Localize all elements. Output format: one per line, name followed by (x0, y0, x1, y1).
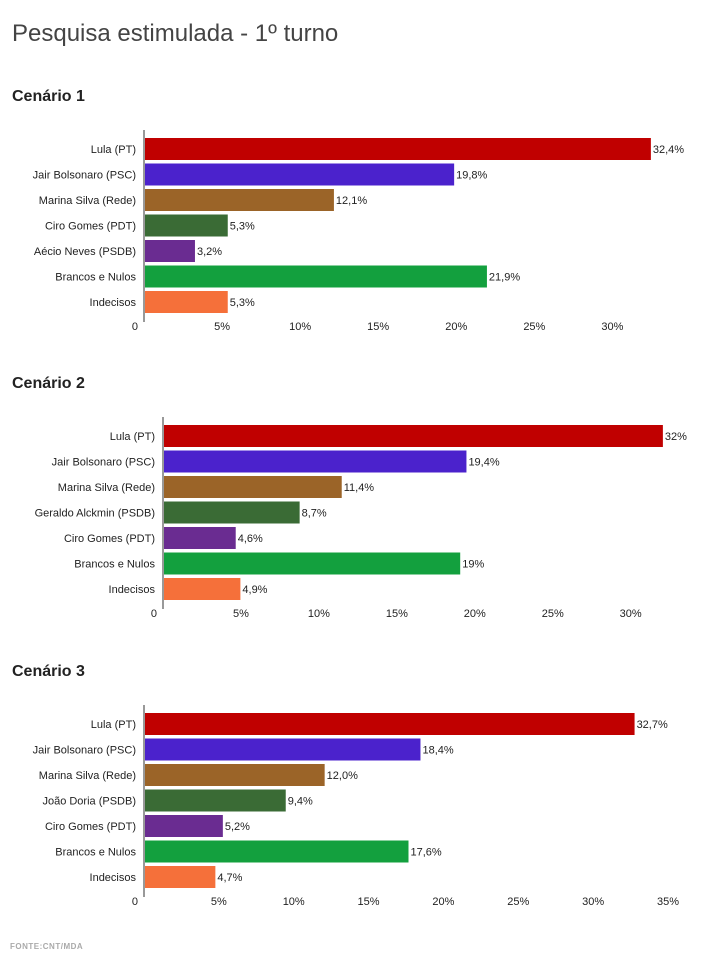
tick-label: 25% (507, 896, 529, 908)
tick-label: 35% (657, 896, 679, 908)
data-label: 5,2% (225, 821, 250, 833)
scenario-1-title: Cenário 1 (12, 88, 85, 105)
category-label: Indecisos (90, 297, 137, 309)
tick-label: 20% (464, 608, 486, 620)
data-label: 32% (665, 431, 687, 443)
data-label: 19% (462, 559, 484, 571)
bar (145, 214, 228, 237)
tick-label: 30% (620, 608, 642, 620)
bar (145, 866, 216, 888)
bar (164, 578, 241, 600)
tick-label: 0 (151, 608, 157, 620)
category-label: Ciro Gomes (PDT) (45, 221, 136, 233)
bar (164, 476, 342, 498)
tick-label: 20% (432, 896, 454, 908)
data-label: 17,6% (410, 847, 441, 859)
scenario-3-chart: Lula (PT) 32,7% Jair Bolsonaro (PSC) 18,4% M… (33, 705, 679, 908)
bar (164, 425, 663, 447)
data-label: 11,4% (344, 482, 375, 494)
tick-label: 25% (523, 321, 545, 333)
bar (164, 501, 300, 524)
scenario-3-title: Cenário 3 (12, 663, 85, 680)
data-label: 21,9% (489, 272, 520, 284)
bar (145, 764, 325, 786)
bar (145, 789, 286, 812)
data-label: 4,9% (242, 584, 267, 596)
category-label: Jair Bolsonaro (PSC) (33, 745, 136, 757)
data-label: 19,4% (468, 457, 499, 469)
category-label: Marina Silva (Rede) (39, 770, 136, 782)
tick-label: 15% (386, 608, 408, 620)
category-label: Indecisos (109, 584, 156, 596)
category-label: Brancos e Nulos (55, 847, 136, 859)
category-label: Lula (PT) (91, 144, 136, 156)
bar (164, 552, 461, 575)
bar (145, 291, 228, 313)
category-label: Marina Silva (Rede) (39, 195, 136, 207)
tick-label: 5% (211, 896, 227, 908)
bar (145, 240, 195, 262)
data-label: 18,4% (422, 745, 453, 757)
page-title: Pesquisa estimulada - 1º turno (12, 20, 339, 47)
data-label: 32,7% (637, 719, 668, 731)
category-label: Brancos e Nulos (74, 559, 155, 571)
tick-label: 0 (132, 321, 138, 333)
data-label: 3,2% (197, 246, 222, 258)
bar (145, 163, 455, 186)
data-label: 9,4% (288, 796, 313, 808)
data-label: 19,8% (456, 170, 487, 182)
category-label: Ciro Gomes (PDT) (64, 533, 155, 545)
bar (145, 738, 421, 761)
tick-label: 15% (358, 896, 380, 908)
tick-label: 5% (233, 608, 249, 620)
category-label: Marina Silva (Rede) (58, 482, 155, 494)
category-label: Aécio Neves (PSDB) (34, 246, 136, 258)
category-label: Geraldo Alckmin (PSDB) (35, 508, 155, 520)
data-label: 4,7% (217, 872, 242, 884)
tick-label: 10% (283, 896, 305, 908)
data-label: 12,0% (327, 770, 358, 782)
scenario-2-title: Cenário 2 (12, 375, 85, 392)
category-label: Lula (PT) (91, 719, 136, 731)
tick-label: 30% (601, 321, 623, 333)
data-label: 12,1% (336, 195, 367, 207)
tick-label: 25% (542, 608, 564, 620)
tick-label: 5% (214, 321, 230, 333)
data-label: 4,6% (238, 533, 263, 545)
data-label: 8,7% (302, 508, 327, 520)
data-label: 5,3% (230, 297, 255, 309)
bar (145, 265, 487, 288)
category-label: João Doria (PSDB) (42, 796, 136, 808)
category-label: Ciro Gomes (PDT) (45, 821, 136, 833)
tick-label: 30% (582, 896, 604, 908)
bar (145, 840, 409, 863)
category-label: Indecisos (90, 872, 137, 884)
bar (164, 450, 467, 473)
tick-label: 20% (445, 321, 467, 333)
scenario-2-chart: Lula (PT) 32% Jair Bolsonaro (PSC) 19,4% Mar… (35, 417, 687, 620)
category-label: Brancos e Nulos (55, 272, 136, 284)
bar (164, 527, 236, 549)
data-label: 5,3% (230, 221, 255, 233)
bar (145, 189, 334, 211)
tick-label: 15% (367, 321, 389, 333)
bar (145, 815, 223, 837)
category-label: Jair Bolsonaro (PSC) (52, 457, 155, 469)
bar (145, 713, 635, 735)
source-note: FONTE:CNT/MDA (10, 942, 84, 951)
category-label: Jair Bolsonaro (PSC) (33, 170, 136, 182)
category-label: Lula (PT) (110, 431, 155, 443)
tick-label: 10% (308, 608, 330, 620)
tick-label: 10% (289, 321, 311, 333)
scenario-1-chart: Lula (PT) 32,4% Jair Bolsonaro (PSC) 19,8% M… (33, 130, 684, 333)
tick-label: 0 (132, 896, 138, 908)
data-label: 32,4% (653, 144, 684, 156)
bar (145, 138, 651, 160)
